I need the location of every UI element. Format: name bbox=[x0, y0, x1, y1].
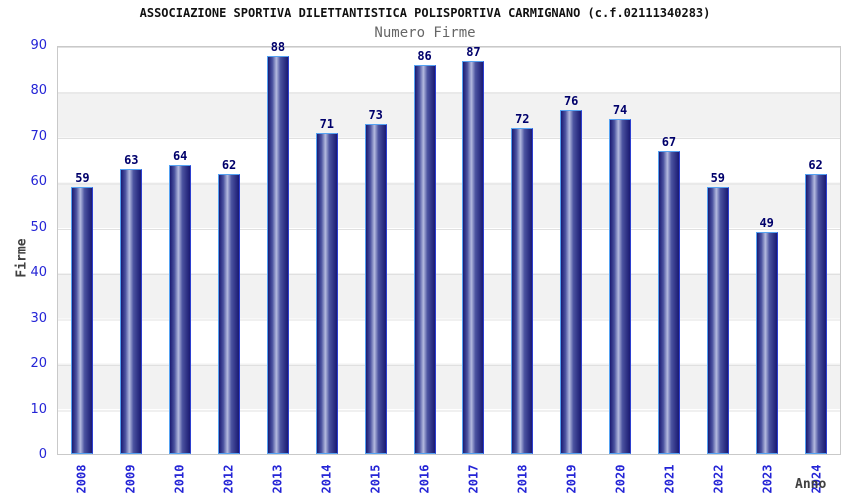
x-tick-cell: 2010 bbox=[155, 457, 204, 500]
x-tick-label: 2023 bbox=[760, 464, 775, 494]
chart-title: ASSOCIAZIONE SPORTIVA DILETTANTISTICA PO… bbox=[139, 6, 711, 20]
bar-2019: 76 bbox=[560, 94, 583, 454]
chart-subtitle: Numero Firme bbox=[374, 25, 476, 41]
bar-value-label: 87 bbox=[466, 44, 481, 59]
x-tick-cell: 2023 bbox=[743, 457, 792, 500]
bar-slot: 49 bbox=[742, 47, 791, 454]
x-tick-cell: 2019 bbox=[547, 457, 596, 500]
bar-2015: 73 bbox=[364, 108, 387, 454]
bars-container: 59 63 64 62 88 71 73 86 87 72 76 74 67 59 49 62 bbox=[58, 40, 840, 454]
bar-2013: 88 bbox=[266, 40, 289, 454]
bar-value-label: 62 bbox=[221, 157, 237, 172]
bar-value-label: 59 bbox=[710, 171, 726, 186]
bar-value-label: 86 bbox=[417, 49, 432, 64]
bar-value-label: 67 bbox=[661, 135, 677, 150]
bar-slot: 62 bbox=[791, 47, 840, 454]
x-tick-label: 2015 bbox=[368, 464, 383, 494]
y-tick-label: 50 bbox=[30, 219, 47, 235]
x-tick-cell: 2012 bbox=[204, 457, 253, 500]
x-tick-cell: 2016 bbox=[400, 457, 449, 500]
x-tick-label: 2017 bbox=[466, 464, 481, 494]
x-tick-cell: 2008 bbox=[57, 457, 106, 500]
x-tick-cell: 2017 bbox=[449, 457, 498, 500]
x-tick-label: 2018 bbox=[515, 464, 530, 494]
y-tick-label: 80 bbox=[30, 83, 47, 99]
bar-2024: 62 bbox=[804, 158, 827, 454]
x-tick-cell: 2018 bbox=[498, 457, 547, 500]
bar-2014: 71 bbox=[315, 117, 338, 454]
x-tick-label: 2016 bbox=[417, 464, 432, 494]
bar-slot: 59 bbox=[693, 47, 742, 454]
bar-value-label: 49 bbox=[759, 216, 774, 231]
y-axis-title: Firme bbox=[14, 238, 30, 278]
bar-slot: 71 bbox=[302, 47, 351, 454]
x-tick-label: 2012 bbox=[221, 464, 236, 494]
bar-2016: 86 bbox=[413, 49, 436, 454]
bar-value-label: 71 bbox=[319, 116, 335, 131]
bar-slot: 74 bbox=[596, 47, 645, 454]
bar-value-label: 74 bbox=[612, 103, 628, 118]
bar-value-label: 76 bbox=[563, 94, 579, 109]
x-tick-label: 2008 bbox=[74, 464, 89, 494]
bar-2020: 74 bbox=[609, 103, 632, 454]
bar-value-label: 72 bbox=[515, 112, 530, 127]
x-axis-ticks: 2008 2009 2010 2012 2013 2014 2015 2016 2017 2018… bbox=[57, 457, 841, 500]
y-tick-label: 40 bbox=[30, 265, 47, 281]
x-axis-title: Anno bbox=[795, 477, 827, 492]
bar-slot: 67 bbox=[645, 47, 694, 454]
bar-2022: 59 bbox=[706, 171, 729, 454]
x-tick-label: 2019 bbox=[564, 464, 579, 494]
bar-2012: 62 bbox=[218, 158, 241, 454]
x-tick-cell: 2015 bbox=[351, 457, 400, 500]
x-tick-label: 2009 bbox=[123, 464, 138, 494]
y-axis-ticks: 90 80 70 60 50 40 30 20 10 0 bbox=[0, 38, 50, 462]
bar-slot: 73 bbox=[351, 47, 400, 454]
bar-slot: 63 bbox=[107, 47, 156, 454]
bar-value-label: 88 bbox=[270, 40, 286, 55]
bar-value-label: 59 bbox=[75, 171, 90, 186]
bar-2023: 49 bbox=[755, 216, 778, 454]
plot-area: 59 63 64 62 88 71 73 86 87 72 76 74 67 59 49 62 bbox=[57, 40, 841, 455]
x-tick-label: 2013 bbox=[270, 464, 285, 494]
x-tick-label: 2021 bbox=[662, 464, 677, 494]
bar-value-label: 64 bbox=[172, 148, 188, 163]
bar-2017: 87 bbox=[462, 45, 485, 454]
x-tick-label: 2022 bbox=[711, 464, 726, 494]
bar-2010: 64 bbox=[169, 149, 192, 454]
bar-2009: 63 bbox=[120, 153, 143, 454]
y-tick-label: 10 bbox=[30, 401, 47, 417]
y-tick-label: 70 bbox=[30, 128, 47, 144]
y-tick-label: 60 bbox=[30, 174, 47, 190]
x-tick-label: 2014 bbox=[319, 464, 334, 494]
x-tick-label: 2010 bbox=[172, 464, 187, 494]
bar-slot: 86 bbox=[400, 47, 449, 454]
x-tick-cell: 2009 bbox=[106, 457, 155, 500]
y-tick-label: 20 bbox=[30, 356, 47, 372]
bar-2021: 67 bbox=[657, 135, 680, 454]
bar-slot: 64 bbox=[156, 47, 205, 454]
bar-slot: 76 bbox=[547, 47, 596, 454]
bar-2018: 72 bbox=[511, 112, 534, 454]
y-tick-label: 30 bbox=[30, 310, 47, 326]
x-tick-cell: 2013 bbox=[253, 457, 302, 500]
bar-value-label: 73 bbox=[368, 107, 383, 122]
bar-value-label: 63 bbox=[124, 153, 139, 168]
x-tick-cell: 2020 bbox=[596, 457, 645, 500]
bar-slot: 88 bbox=[254, 40, 303, 454]
x-tick-cell: 2021 bbox=[645, 457, 694, 500]
y-tick-label: 90 bbox=[30, 38, 47, 53]
bar-2008: 59 bbox=[71, 171, 94, 454]
x-tick-cell: 2022 bbox=[694, 457, 743, 500]
x-tick-cell: 2014 bbox=[302, 457, 351, 500]
bar-slot: 72 bbox=[498, 47, 547, 454]
bar-value-label: 62 bbox=[808, 157, 823, 172]
bar-slot: 62 bbox=[205, 47, 254, 454]
x-tick-label: 2020 bbox=[613, 464, 628, 494]
bar-slot: 59 bbox=[58, 47, 107, 454]
y-tick-label: 0 bbox=[38, 447, 47, 462]
bar-slot: 87 bbox=[449, 45, 498, 454]
